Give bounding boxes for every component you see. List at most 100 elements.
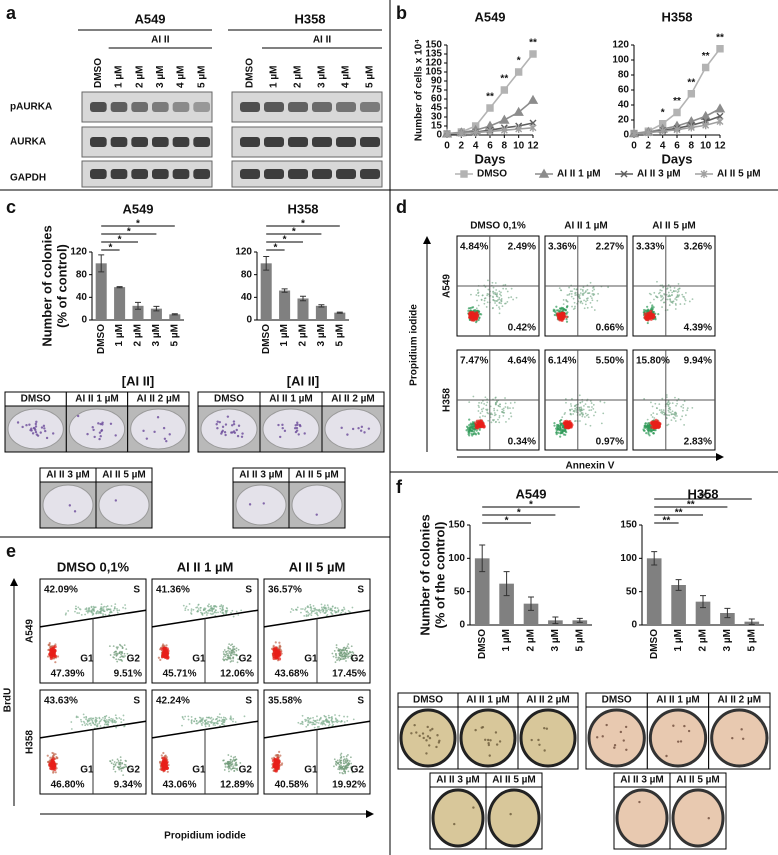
colony xyxy=(97,422,100,425)
error-bar xyxy=(651,551,658,566)
point-marker xyxy=(716,112,724,120)
colony xyxy=(221,425,225,429)
event xyxy=(498,414,501,417)
event xyxy=(581,400,584,403)
error-bar xyxy=(748,618,755,625)
bar xyxy=(720,613,735,625)
event xyxy=(498,416,501,419)
significance-label: ** xyxy=(702,51,710,62)
event xyxy=(590,306,593,308)
event xyxy=(346,719,349,722)
x-tick-label: 12 xyxy=(714,141,726,152)
event xyxy=(193,720,196,722)
colony xyxy=(277,423,280,427)
gate-label: S xyxy=(133,696,140,707)
event xyxy=(580,406,582,409)
event xyxy=(673,290,675,293)
event xyxy=(484,415,487,418)
error-bar-line xyxy=(116,286,123,289)
event xyxy=(105,714,108,717)
well xyxy=(459,708,517,768)
column-header: AI II 1 µM xyxy=(177,559,234,574)
event xyxy=(55,757,58,760)
significance-label: * xyxy=(108,243,112,254)
event xyxy=(650,306,654,309)
event xyxy=(52,771,55,774)
event xyxy=(486,294,489,297)
event xyxy=(163,644,166,647)
bar xyxy=(297,298,309,320)
event xyxy=(650,414,653,416)
colony xyxy=(240,435,244,438)
colony xyxy=(296,421,299,424)
event xyxy=(562,313,566,317)
gate-percent: 17.45% xyxy=(332,669,366,680)
event xyxy=(486,411,489,414)
blot-band xyxy=(131,169,148,179)
gate-label: G2 xyxy=(127,654,141,665)
event xyxy=(500,302,503,305)
chart-title: H358 xyxy=(687,486,718,501)
event xyxy=(662,409,665,412)
event xyxy=(113,761,116,763)
event xyxy=(113,653,116,656)
event xyxy=(657,313,660,316)
event xyxy=(98,717,101,720)
event xyxy=(107,721,110,723)
event xyxy=(199,720,202,723)
x-tick-label: 0 xyxy=(444,141,450,152)
event xyxy=(474,321,478,324)
y-tick-label: 50 xyxy=(626,586,638,597)
event xyxy=(312,723,315,726)
event xyxy=(477,422,482,426)
event xyxy=(214,724,217,727)
event xyxy=(124,607,127,610)
colony xyxy=(92,428,95,432)
event xyxy=(337,720,340,723)
colony xyxy=(98,437,101,441)
event xyxy=(646,321,649,325)
x-tick-label: 5 µM xyxy=(334,324,345,346)
colony xyxy=(474,728,477,732)
event xyxy=(482,415,484,417)
event xyxy=(562,299,565,301)
event xyxy=(232,653,235,656)
event xyxy=(492,307,494,309)
event xyxy=(167,763,170,767)
event xyxy=(480,299,483,301)
bar xyxy=(279,290,291,320)
gate-percent: 9.34% xyxy=(114,780,142,791)
y-tick-label: 135 xyxy=(425,49,442,60)
event xyxy=(228,647,230,650)
column-header: DMSO 0,1% xyxy=(470,221,526,232)
event xyxy=(278,641,281,644)
event xyxy=(465,429,468,432)
event xyxy=(120,767,123,770)
event xyxy=(480,313,483,316)
event xyxy=(165,647,169,651)
event xyxy=(123,652,126,655)
treatment-label: AI II xyxy=(151,35,170,46)
event xyxy=(188,603,191,605)
event xyxy=(114,770,117,773)
event xyxy=(204,725,207,728)
event xyxy=(330,719,333,722)
y-tick-label: 40 xyxy=(618,100,630,111)
colony xyxy=(68,504,72,507)
well xyxy=(235,484,287,526)
y-tick-label: 40 xyxy=(241,292,253,303)
event xyxy=(667,403,670,406)
significance-label: * xyxy=(127,227,131,238)
significance-label: ** xyxy=(687,500,695,511)
event xyxy=(584,423,587,426)
event xyxy=(113,765,116,768)
event xyxy=(497,404,500,407)
event xyxy=(667,409,670,412)
x-tick-label: 5 µM xyxy=(574,629,585,651)
event xyxy=(492,286,495,289)
event xyxy=(499,293,501,296)
error-bar xyxy=(576,617,583,623)
event xyxy=(574,291,577,294)
event xyxy=(185,605,188,608)
event xyxy=(326,604,329,607)
